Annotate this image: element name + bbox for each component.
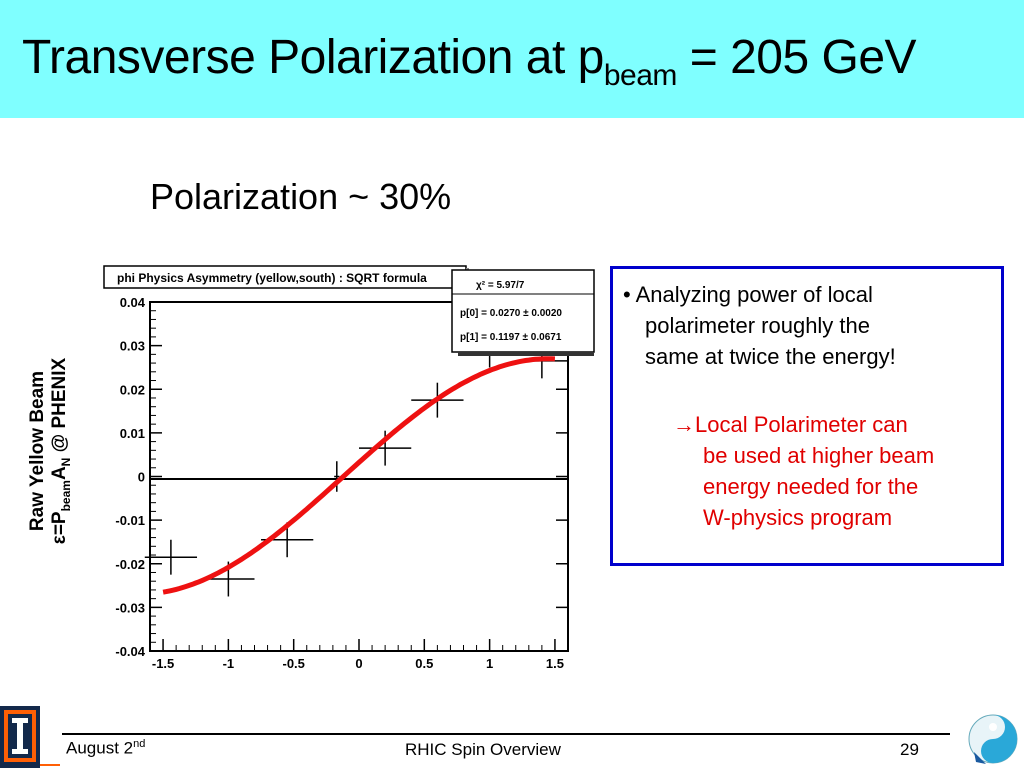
page-number: 29 <box>900 740 919 759</box>
fit-curve <box>162 356 556 595</box>
rhic-spin-logo <box>968 714 1018 764</box>
title-main: Transverse Polarization at p <box>22 31 604 84</box>
footer-title: RHIC Spin Overview <box>405 740 561 759</box>
x-tick-label: -0.5 <box>282 656 304 671</box>
stats-p1: p[1] = 0.1197 ± 0.0671 <box>460 332 562 343</box>
y-tick-label: -0.03 <box>115 600 145 615</box>
y-tick-label: -0.04 <box>115 644 145 659</box>
title-subscript: beam <box>603 59 678 92</box>
data-point <box>359 430 412 466</box>
stats-chi2: χ² = 5.97/7 <box>476 280 525 291</box>
y-tick-label: 0.04 <box>120 295 146 310</box>
x-tick-label: 0.5 <box>415 656 433 671</box>
note-line-4: W-physics program <box>703 505 893 530</box>
footer-date: August 2nd <box>66 738 146 758</box>
slide-title: Transverse Polarization at pbeam = 205 G… <box>22 30 917 93</box>
data-point <box>334 461 340 492</box>
histogram-title: phi Physics Asymmetry (yellow,south) : S… <box>117 271 427 285</box>
y-tick-label: 0.03 <box>120 339 145 354</box>
university-logo <box>0 706 60 768</box>
x-tick-label: -1 <box>223 656 235 671</box>
y-tick-label: -0.02 <box>115 557 145 572</box>
title-bar <box>0 0 1024 118</box>
y-tick-label: 0.02 <box>120 382 145 397</box>
x-tick-label: 0 <box>355 656 362 671</box>
bullet-line-3: same at twice the energy! <box>645 344 896 369</box>
asymmetry-chart: -0.04 -0.03 -0.02 -0.01 0 0.01 0.02 0.03 0.04 -1.… <box>103 265 595 671</box>
note-line-2: be used at higher beam <box>703 443 935 468</box>
x-tick-label: -1.5 <box>152 656 174 671</box>
info-box: • Analyzing power of local polarimeter r… <box>610 266 1004 566</box>
bullet-text: • Analyzing power of local polarimeter r… <box>623 279 896 372</box>
data-point <box>144 539 198 575</box>
x-tick-label: 1.5 <box>546 656 564 671</box>
note-text: →Local Polarimeter can be used at higher… <box>673 409 934 533</box>
x-tick-label: 1 <box>486 656 493 671</box>
note-line-1: →Local Polarimeter can <box>673 412 908 437</box>
stats-p0: p[0] = 0.0270 ± 0.0020 <box>460 308 562 319</box>
y-tick-label: 0.01 <box>120 426 145 441</box>
note-line-3: energy needed for the <box>703 474 919 499</box>
stats-box: χ² = 5.97/7 p[0] = 0.0270 ± 0.0020 p[1] … <box>451 269 595 356</box>
bullet-line-1: • Analyzing power of local <box>623 282 873 307</box>
slide-subtitle: Polarization ~ 30% <box>150 176 452 217</box>
bullet-line-2: polarimeter roughly the <box>645 313 871 338</box>
footer-divider <box>62 733 950 735</box>
title-tail: = 205 GeV <box>676 31 917 84</box>
y-tick-label: -0.01 <box>115 513 145 528</box>
histogram-title-box: phi Physics Asymmetry (yellow,south) : S… <box>103 265 469 290</box>
y-tick-label: 0 <box>138 470 145 485</box>
